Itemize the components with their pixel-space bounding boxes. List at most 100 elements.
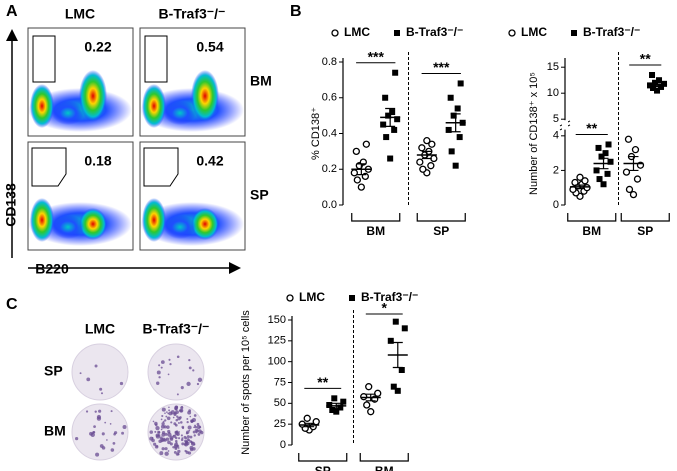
data-point	[387, 155, 394, 162]
spot	[189, 435, 193, 439]
spot	[100, 392, 104, 395]
data-point	[416, 158, 424, 166]
data-point	[329, 407, 336, 413]
legend-label: B-Traf3⁻/⁻	[583, 25, 640, 39]
spot	[170, 421, 173, 424]
spot	[166, 411, 168, 413]
spot	[184, 443, 187, 446]
row-label: SP	[44, 363, 63, 379]
data-point	[624, 135, 633, 143]
density	[191, 208, 219, 240]
data-point	[383, 134, 390, 141]
data-point	[622, 168, 631, 176]
data-point	[303, 414, 311, 422]
spot	[94, 364, 98, 368]
spot	[159, 451, 164, 456]
significance: **	[640, 51, 651, 67]
spot	[165, 415, 168, 418]
data-point	[394, 387, 401, 394]
y-tick-label: 100	[268, 356, 286, 368]
data-point	[598, 153, 605, 160]
spot	[176, 355, 180, 359]
error-bar	[356, 163, 367, 176]
spot	[122, 425, 127, 430]
spot	[96, 414, 102, 420]
spot	[169, 363, 172, 366]
data-point	[363, 401, 371, 409]
spot	[89, 431, 93, 436]
data-point	[629, 190, 638, 199]
data-point	[401, 325, 408, 332]
spot	[158, 376, 161, 379]
panel-label: A	[6, 3, 18, 20]
spot	[177, 421, 180, 424]
significance: *	[382, 300, 388, 316]
data-point	[423, 136, 431, 145]
data-point	[340, 398, 347, 405]
category-bracket	[298, 453, 348, 462]
spot	[164, 447, 168, 451]
spot	[196, 422, 200, 426]
data-point	[596, 176, 603, 183]
spot	[121, 431, 125, 435]
spot	[169, 442, 173, 446]
data-point	[331, 395, 338, 402]
spot	[109, 423, 112, 425]
column-label: B-Traf3⁻/⁻	[159, 6, 226, 22]
density	[142, 84, 166, 128]
spot	[93, 425, 96, 428]
spot	[154, 444, 159, 449]
legend-label: LMC	[344, 25, 370, 39]
column-label: B-Traf3⁻/⁻	[143, 321, 210, 337]
spot	[167, 412, 170, 415]
spot	[163, 419, 167, 422]
spot	[180, 434, 183, 437]
spot	[155, 433, 160, 438]
significance: ***	[433, 59, 450, 75]
gate	[143, 147, 179, 187]
spot	[164, 432, 168, 436]
spot	[154, 421, 158, 426]
y-tick-label: 0.4	[322, 127, 337, 139]
spot	[157, 430, 161, 434]
spot	[94, 410, 97, 413]
legend-marker	[286, 294, 294, 302]
gate	[32, 35, 56, 83]
spot	[163, 438, 167, 442]
spot	[154, 430, 157, 433]
legend-marker	[394, 30, 400, 36]
spot	[169, 437, 174, 441]
data-point	[374, 389, 382, 397]
spot	[168, 411, 173, 416]
data-point	[333, 408, 340, 415]
spot	[180, 421, 183, 424]
data-point	[398, 367, 405, 373]
gate-value: 0.18	[84, 153, 111, 169]
spot	[110, 410, 113, 413]
data-point	[380, 121, 387, 128]
row-label: BM	[44, 423, 66, 439]
spot	[167, 440, 171, 445]
density	[79, 208, 107, 240]
spot	[193, 443, 196, 446]
well	[71, 343, 129, 401]
x-tick-label: SP	[433, 224, 449, 238]
error-bar	[598, 157, 609, 170]
data-point	[419, 165, 427, 173]
data-point	[454, 105, 461, 112]
axis-title: B220	[35, 261, 69, 277]
error-bar	[304, 422, 315, 428]
spot	[164, 451, 169, 456]
spot	[113, 431, 118, 435]
legend-marker	[508, 29, 516, 37]
data-point	[450, 112, 457, 119]
data-point	[365, 383, 373, 391]
legend-label: B-Traf3⁻/⁻	[406, 25, 463, 39]
y-tick-label: 5	[553, 113, 559, 125]
significance: **	[317, 374, 328, 390]
spot	[175, 430, 179, 433]
y-tick-label: 0.6	[322, 92, 337, 104]
data-point	[595, 144, 602, 151]
data-point	[604, 170, 611, 177]
